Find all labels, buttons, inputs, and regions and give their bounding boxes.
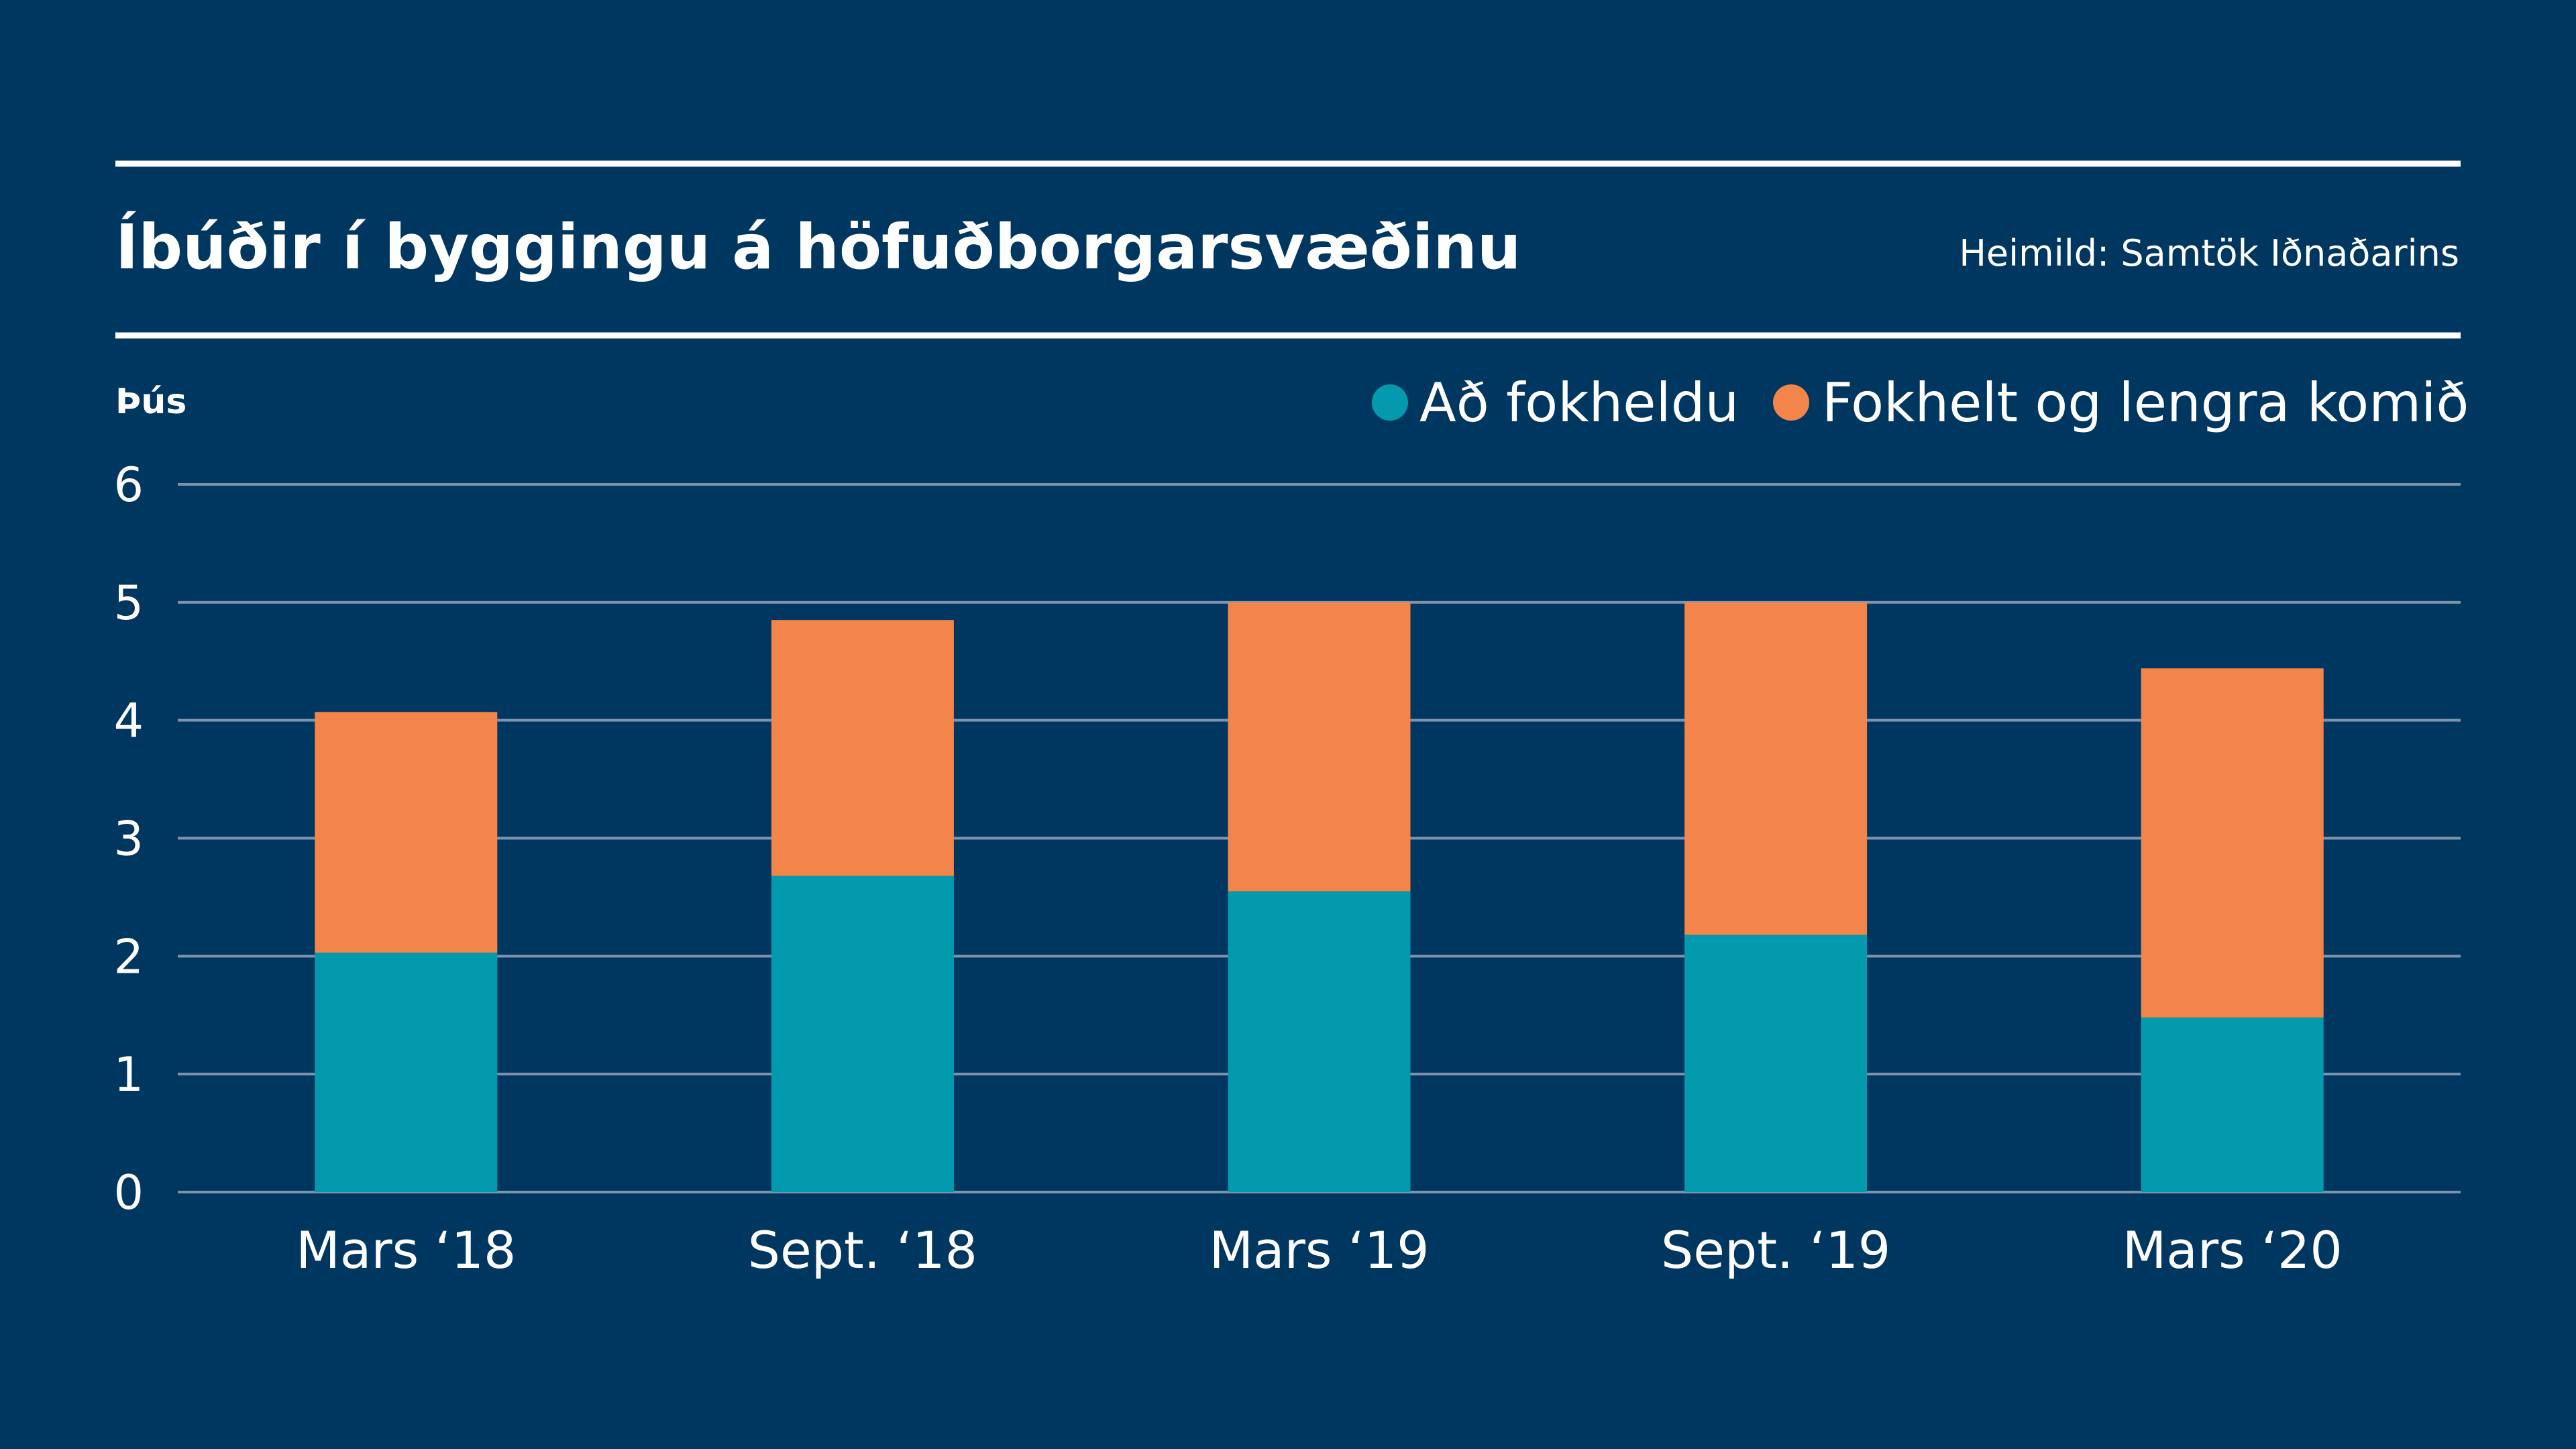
x-tick-label: Sept. ‘19 xyxy=(1661,1220,1890,1280)
y-tick-label: 5 xyxy=(113,576,144,631)
legend-label-fokhelt: Fokhelt og lengra komið xyxy=(1822,372,2469,434)
y-axis-ticks: 0 1 2 3 4 5 6 xyxy=(113,458,144,1220)
bar-fokhelt-1 xyxy=(771,620,954,876)
y-tick-label: 1 xyxy=(113,1047,144,1102)
legend-swatch-fokhelt xyxy=(1773,384,1809,421)
x-tick-label: Sept. ‘18 xyxy=(748,1220,977,1280)
x-tick-label: Mars ‘19 xyxy=(1209,1220,1429,1280)
bar-ad-fokheldu-0 xyxy=(315,953,498,1192)
y-tick-label: 2 xyxy=(113,929,144,984)
legend-label-ad-fokheldu: Að fokheldu xyxy=(1419,372,1739,434)
chart-title: Íbúðir í byggingu á höfuðborgarsvæðinu xyxy=(115,211,1521,283)
bar-fokhelt-2 xyxy=(1228,602,1411,892)
bar-ad-fokheldu-2 xyxy=(1228,891,1411,1192)
bars xyxy=(315,602,2324,1192)
source-label: Heimild: Samtök Iðnaðarins xyxy=(1959,232,2459,274)
legend: Að fokheldu Fokhelt og lengra komið xyxy=(1372,372,2469,434)
bar-ad-fokheldu-4 xyxy=(2141,1017,2324,1192)
legend-swatch-ad-fokheldu xyxy=(1372,384,1408,421)
x-axis-ticks: Mars ‘18 Sept. ‘18 Mars ‘19 Sept. ‘19 Mars ‘… xyxy=(296,1220,2342,1280)
y-tick-label: 0 xyxy=(113,1165,144,1220)
y-axis-label: Þús xyxy=(115,382,186,422)
bar-fokhelt-4 xyxy=(2141,668,2324,1018)
bar-fokhelt-0 xyxy=(315,712,498,953)
bar-ad-fokheldu-1 xyxy=(771,875,954,1192)
bar-ad-fokheldu-3 xyxy=(1684,934,1868,1192)
y-tick-label: 4 xyxy=(113,694,144,749)
x-tick-label: Mars ‘18 xyxy=(296,1220,516,1280)
y-tick-label: 3 xyxy=(113,812,144,867)
y-tick-label: 6 xyxy=(113,458,144,513)
x-tick-label: Mars ‘20 xyxy=(2123,1220,2343,1280)
bar-fokhelt-3 xyxy=(1684,602,1868,935)
